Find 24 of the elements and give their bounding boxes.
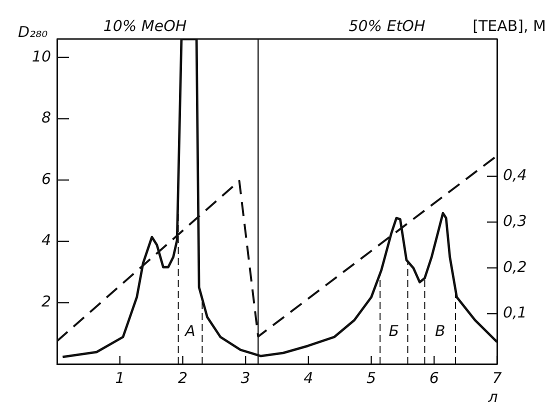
y-tick-label: 6 (41, 170, 51, 188)
y2-tick-label: 0,4 (503, 166, 527, 184)
x-tick-label: 6 (429, 368, 439, 387)
y-tick-label: 4 (41, 231, 51, 250)
y-axis-title: D₂₈₀ (18, 23, 48, 41)
y2-tick-label: 0,1 (503, 304, 527, 322)
x-tick-label: 2 (178, 368, 188, 387)
y2-tick-label: 0,2 (503, 258, 527, 276)
y2-axis-title: [TEAB], M (472, 17, 546, 35)
y-tick-label: 8 (41, 108, 51, 127)
text: 50% EtOH (348, 17, 426, 35)
x-tick-label: 4 (304, 368, 314, 387)
x-tick-label: 7 (492, 368, 502, 387)
annotation: В (434, 322, 446, 340)
x-axis-title: л (487, 388, 498, 405)
y-tick-label: 2 (41, 292, 51, 311)
text: 10% MeOH (103, 17, 187, 35)
x-tick-label: 5 (366, 368, 376, 387)
y2-tick-label: 0,3 (503, 212, 527, 230)
x-tick-label: 3 (240, 368, 250, 387)
annotation: A (184, 322, 196, 340)
x-tick-label: 1 (115, 368, 125, 387)
annotation: Б (388, 322, 400, 340)
y-tick-label: 10 (32, 47, 51, 66)
